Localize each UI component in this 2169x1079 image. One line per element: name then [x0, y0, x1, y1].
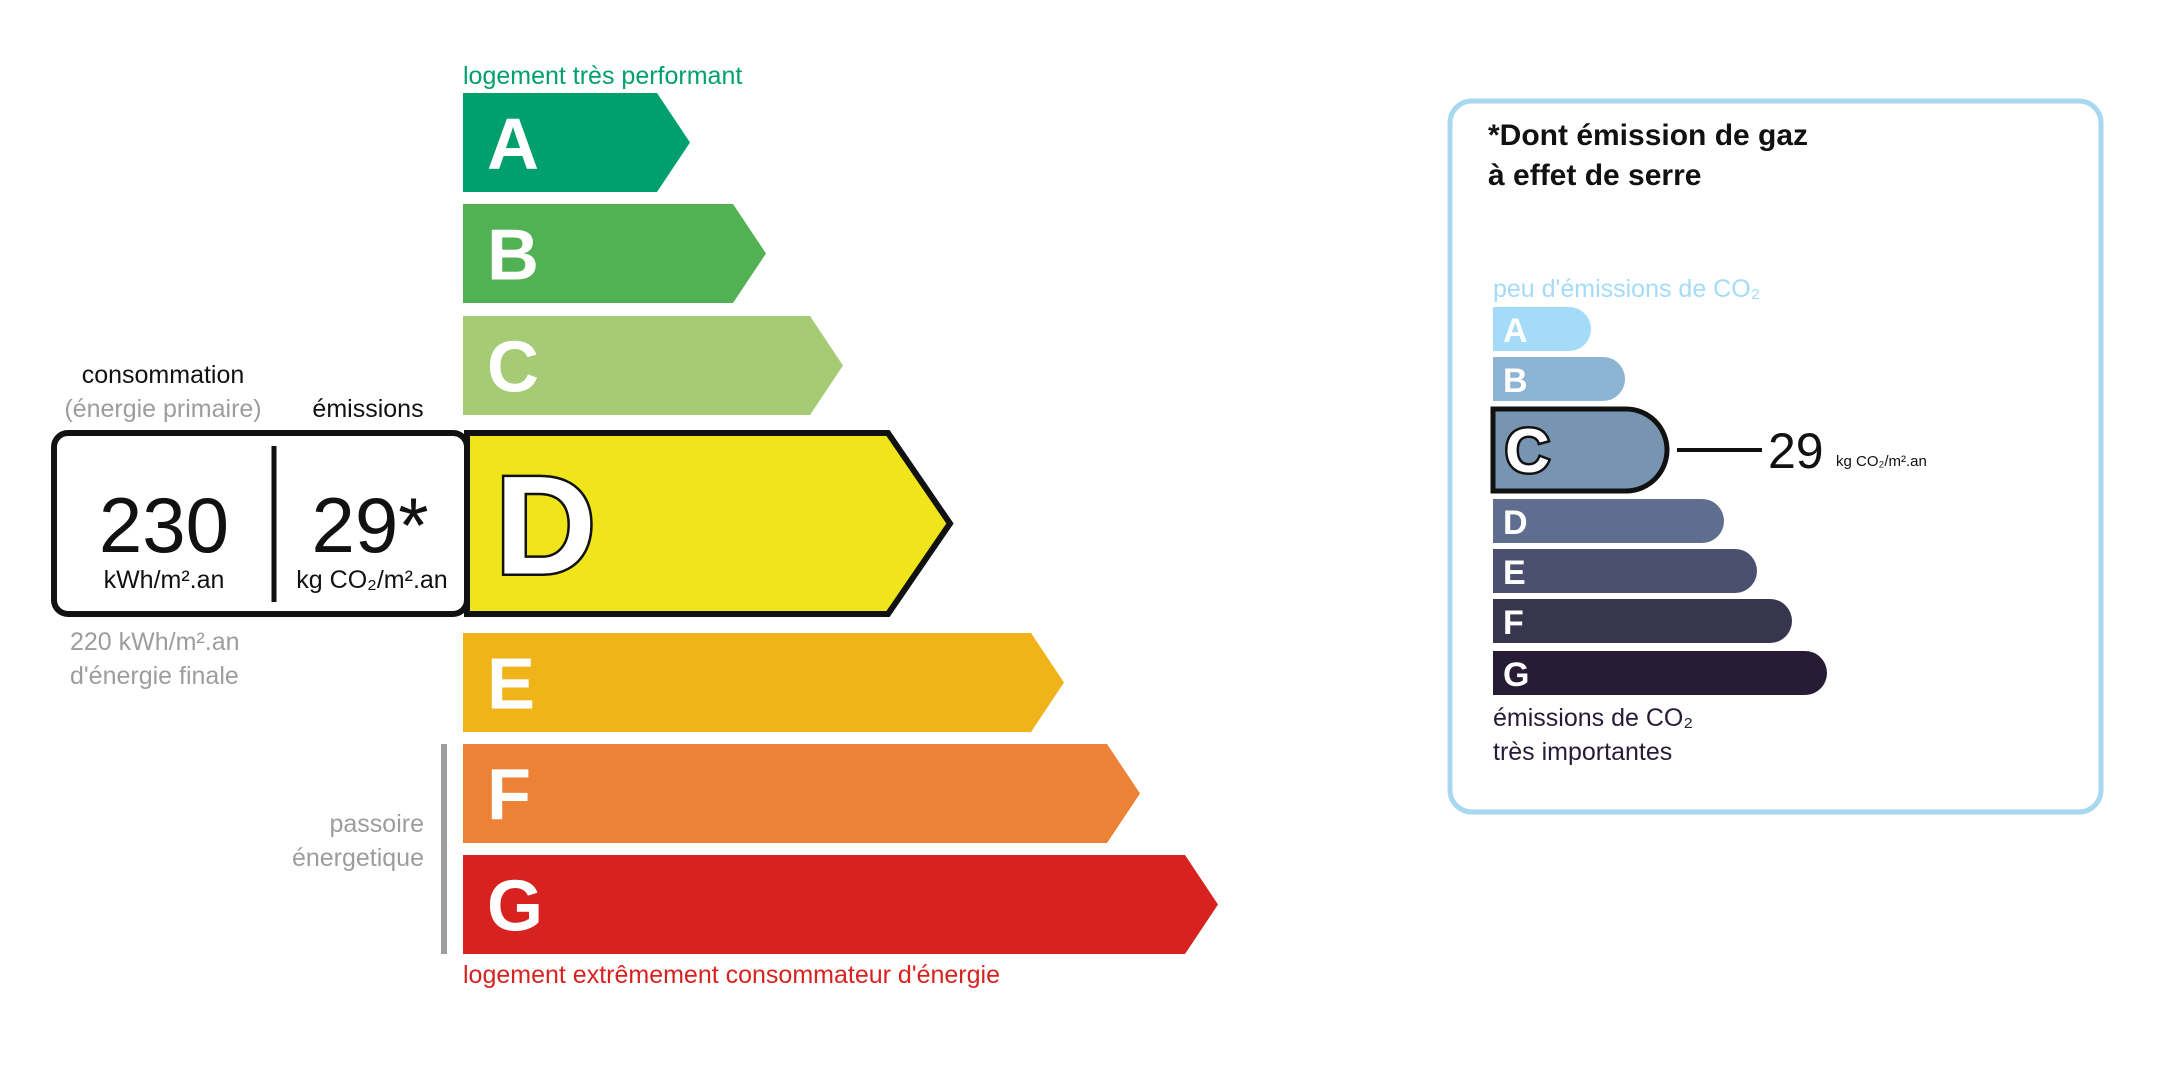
final-energy-value: 220 kWh/m².an — [70, 628, 240, 656]
ghg-title-1: *Dont émission de gaz — [1488, 119, 1808, 152]
energy-bar-e — [463, 633, 1064, 732]
final-energy-label: d'énergie finale — [70, 662, 239, 690]
energy-bottom-label: logement extrêmement consommateur d'éner… — [463, 961, 1000, 989]
consumption-heading: consommation — [82, 361, 245, 389]
energy-top-label: logement très performant — [463, 62, 742, 90]
ghg-bottom-label-2: très importantes — [1493, 738, 1672, 766]
consumption-value: 230 — [99, 481, 229, 569]
ghg-bar-d — [1493, 499, 1724, 543]
ghg-bar-c — [1490, 406, 1670, 494]
energy-bar-letter-d: D — [495, 447, 596, 604]
energy-bar-letter-c: C — [487, 328, 539, 408]
passoire-label-2: énergetique — [292, 844, 424, 872]
energy-bar-c — [463, 316, 843, 415]
value-box — [51, 430, 470, 617]
ghg-bottom-label-1: émissions de CO₂ — [1493, 704, 1693, 732]
ghg-top-label: peu d'émissions de CO₂ — [1493, 275, 1760, 303]
ghg-bar-g — [1493, 651, 1827, 695]
ghg-bar-letter-b: B — [1503, 362, 1528, 400]
energy-bar-letter-f: F — [487, 756, 531, 836]
ghg-bar-letter-c: C — [1505, 417, 1550, 486]
ghg-bar-letter-a: A — [1503, 312, 1528, 350]
energy-bar-letter-e: E — [487, 645, 535, 725]
emissions-heading: émissions — [312, 395, 423, 423]
emissions-value: 29* — [311, 481, 428, 569]
ghg-bar-b — [1493, 357, 1625, 401]
ghg-bar-a — [1493, 307, 1591, 351]
energy-bar-f — [463, 744, 1140, 843]
energy-bar-g — [463, 855, 1218, 954]
energy-bar-b — [463, 204, 766, 303]
ghg-bar-letter-f: F — [1503, 604, 1524, 642]
ghg-title-2: à effet de serre — [1488, 159, 1701, 192]
energy-bar-letter-a: A — [487, 105, 539, 185]
ghg-bar-f — [1493, 599, 1792, 643]
ghg-bar-letter-g: G — [1503, 656, 1529, 694]
energy-bar-a — [463, 93, 690, 192]
passoire-label-1: passoire — [330, 810, 425, 838]
energy-bar-letter-g: G — [487, 867, 543, 947]
ghg-unit: kg CO₂/m².an — [1836, 453, 1927, 470]
ghg-value: 29 — [1768, 423, 1824, 479]
consumption-subheading: (énergie primaire) — [64, 395, 261, 423]
ghg-bar-e — [1493, 549, 1757, 593]
consumption-unit: kWh/m².an — [104, 566, 225, 594]
energy-bar-letter-b: B — [487, 216, 539, 296]
emissions-unit: kg CO₂/m².an — [296, 566, 447, 594]
ghg-bar-letter-e: E — [1503, 554, 1526, 592]
ghg-bar-letter-d: D — [1503, 504, 1528, 542]
